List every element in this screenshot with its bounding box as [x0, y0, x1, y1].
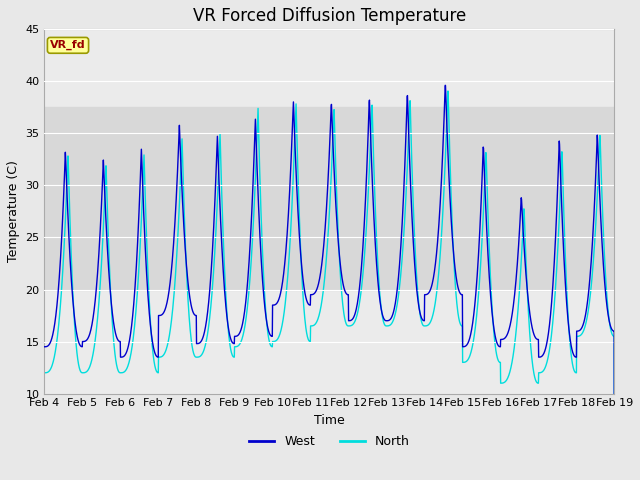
West: [442, 83, 449, 88]
West: [41, 344, 49, 349]
West: [495, 344, 503, 349]
North: [346, 323, 354, 329]
West: [346, 318, 354, 324]
Bar: [45, 108, 614, 289]
Legend: West, North: West, North: [244, 430, 415, 453]
West: [358, 252, 366, 258]
X-axis label: Time: Time: [314, 414, 345, 427]
North: [444, 88, 452, 94]
West: [200, 333, 207, 339]
Line: West: West: [45, 85, 614, 480]
Y-axis label: Temperature (C): Temperature (C): [7, 160, 20, 263]
West: [576, 327, 584, 333]
North: [200, 348, 207, 354]
North: [561, 224, 568, 230]
Line: North: North: [45, 91, 614, 480]
North: [41, 370, 49, 376]
North: [495, 359, 503, 365]
Text: VR_fd: VR_fd: [50, 40, 86, 50]
North: [358, 277, 366, 283]
Title: VR Forced Diffusion Temperature: VR Forced Diffusion Temperature: [193, 7, 466, 25]
North: [576, 333, 584, 338]
West: [561, 261, 568, 267]
